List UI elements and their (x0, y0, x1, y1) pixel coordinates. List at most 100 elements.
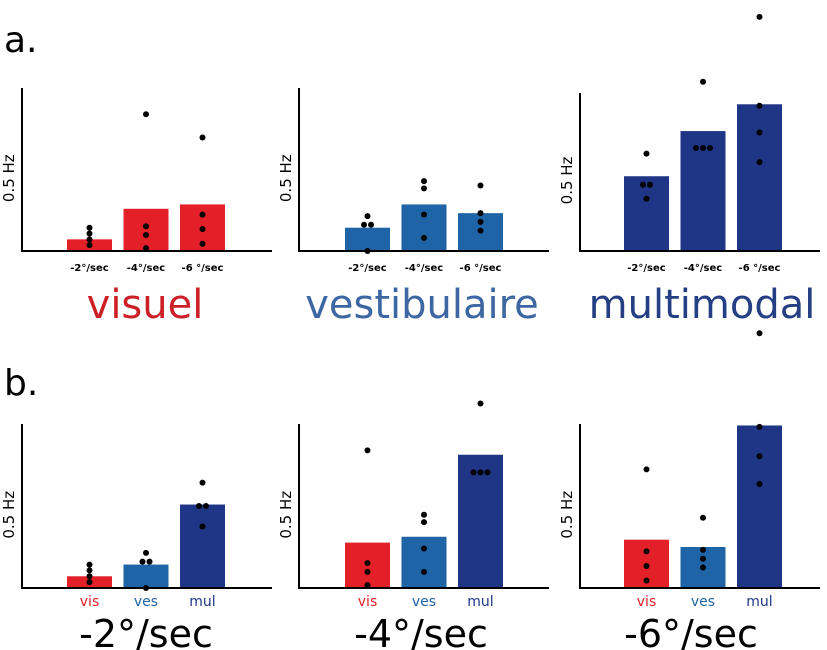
chart-title: -4°/sec (354, 612, 488, 650)
chart-panel-1: 0.5 Hz -2°/sec -4°/sec -6 °/sec visuel (0, 88, 272, 328)
data-point (477, 182, 484, 189)
y-axis-label: 0.5 Hz (558, 156, 576, 204)
chart-title: -2°/sec (79, 612, 213, 650)
tick-label: mul (746, 594, 772, 610)
bar (345, 227, 390, 251)
bar (401, 536, 447, 588)
data-point (700, 555, 706, 562)
data-point (693, 145, 699, 152)
data-point (86, 567, 93, 574)
data-point (199, 240, 206, 247)
data-point (643, 563, 650, 570)
axis-line (21, 88, 272, 252)
axis-line (21, 424, 272, 589)
chart-panel-5: 0.5 Hz vis ves mul -4°/sec (277, 400, 549, 650)
data-point (643, 150, 650, 157)
data-point (86, 573, 93, 580)
data-point (421, 568, 427, 575)
data-point (477, 227, 484, 234)
panel-label-b: b. (4, 363, 38, 404)
data-point (421, 178, 427, 185)
data-point (643, 195, 650, 202)
axis-line (579, 424, 820, 589)
tick-label: ves (412, 594, 436, 610)
data-point (643, 548, 650, 555)
bar (123, 564, 169, 588)
y-axis-label: 0.5 Hz (277, 154, 295, 202)
bar (123, 208, 169, 251)
data-point (756, 481, 763, 488)
tick-label: vis (358, 594, 377, 610)
data-point (700, 546, 706, 553)
tick-label: mul (189, 594, 215, 610)
tick-label: vis (80, 594, 99, 610)
data-point (700, 78, 706, 85)
data-point (143, 111, 149, 118)
data-point (477, 469, 484, 476)
data-point (421, 234, 427, 241)
data-point (199, 479, 206, 486)
data-point (643, 466, 650, 473)
data-point (143, 231, 149, 238)
data-point (756, 102, 763, 109)
charts-container: 0.5 Hz -2°/sec -4°/sec -6 °/sec visuel 0.5 Hz… (0, 13, 820, 650)
data-point (143, 549, 149, 556)
tick-label: -4°/sec (127, 263, 165, 274)
data-point (484, 469, 491, 476)
y-axis-label: 0.5 Hz (277, 491, 295, 539)
data-point (421, 545, 427, 552)
data-point (203, 503, 209, 509)
tick-label: -6 °/sec (460, 263, 502, 274)
data-point (146, 558, 153, 565)
data-point (756, 453, 763, 460)
data-point (700, 564, 706, 571)
data-point (421, 511, 427, 518)
data-point (364, 560, 371, 567)
bar (458, 454, 503, 588)
data-point (364, 213, 371, 220)
tick-label: ves (691, 594, 715, 610)
data-point (756, 13, 763, 20)
chart-panel-3: 0.5 Hz -2°/sec -4°/sec -6 °/sec multimodal (558, 13, 820, 328)
axis-line (298, 88, 549, 252)
data-point (756, 159, 763, 166)
data-point (756, 129, 763, 136)
bar (737, 104, 782, 252)
chart-title: -6°/sec (624, 612, 758, 650)
tick-label: ves (134, 594, 158, 610)
tick-label: -4°/sec (405, 263, 443, 274)
tick-label: -2°/sec (627, 263, 665, 274)
data-point (364, 568, 371, 575)
chart-panel-4: 0.5 Hz vis ves mul -2°/sec (0, 424, 272, 650)
data-point (477, 400, 484, 407)
data-point (477, 210, 484, 217)
tick-label: -2°/sec (348, 263, 386, 274)
tick-label: vis (637, 594, 656, 610)
bar (680, 131, 726, 251)
y-axis-label: 0.5 Hz (0, 154, 18, 202)
data-point (196, 503, 202, 509)
data-point (477, 218, 484, 225)
data-point (199, 211, 206, 218)
data-point (470, 469, 477, 476)
chart-title: multimodal (589, 282, 816, 328)
data-point (421, 519, 427, 526)
data-point (700, 514, 706, 521)
bar (401, 204, 447, 251)
y-axis-label: 0.5 Hz (558, 491, 576, 539)
data-point (700, 145, 706, 152)
data-point (86, 579, 93, 586)
chart-title: visuel (87, 282, 204, 328)
tick-label: -2°/sec (70, 263, 108, 274)
bar (180, 504, 225, 588)
data-point (86, 242, 93, 249)
data-point (361, 221, 367, 228)
data-point (199, 134, 206, 141)
data-point (647, 181, 653, 188)
axis-line (579, 93, 820, 252)
data-point (86, 236, 93, 243)
data-point (86, 224, 93, 231)
y-axis-label: 0.5 Hz (0, 491, 18, 539)
data-point (143, 223, 149, 230)
